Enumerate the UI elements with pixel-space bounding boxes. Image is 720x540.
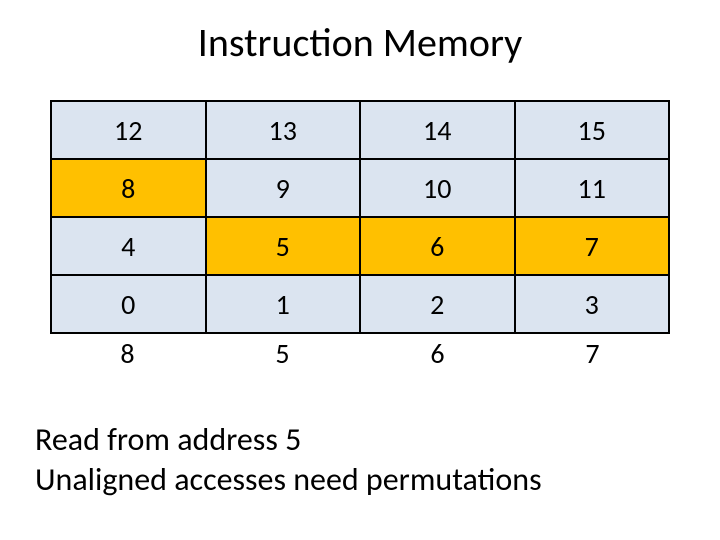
memory-cell: 13: [206, 101, 361, 159]
memory-cell: 12: [51, 101, 206, 159]
memory-cell: 2: [360, 275, 515, 333]
memory-cell: 4: [51, 217, 206, 275]
bottom-label: 7: [515, 336, 670, 371]
bottom-labels-row: 8 5 6 7: [50, 336, 670, 371]
caption-line-2: Unaligned accesses need permutations: [35, 460, 542, 500]
caption-line-1: Read from address 5: [35, 420, 542, 460]
table-row: 8 9 10 11: [51, 159, 669, 217]
table-row: 4 5 6 7: [51, 217, 669, 275]
bottom-label: 5: [205, 336, 360, 371]
memory-table: 12 13 14 15 8 9 10 11 4 5 6 7 0 1 2 3: [50, 100, 670, 334]
memory-cell-highlighted: 7: [515, 217, 670, 275]
memory-cell: 9: [206, 159, 361, 217]
memory-cell: 11: [515, 159, 670, 217]
memory-cell-highlighted: 8: [51, 159, 206, 217]
bottom-label: 8: [50, 336, 205, 371]
memory-cell-highlighted: 6: [360, 217, 515, 275]
caption: Read from address 5 Unaligned accesses n…: [35, 420, 542, 500]
table-row: 12 13 14 15: [51, 101, 669, 159]
slide-title: Instruction Memory: [0, 18, 720, 67]
memory-cell: 0: [51, 275, 206, 333]
memory-cell: 15: [515, 101, 670, 159]
memory-cell-highlighted: 5: [206, 217, 361, 275]
memory-cell: 14: [360, 101, 515, 159]
memory-cell: 10: [360, 159, 515, 217]
slide: Instruction Memory 12 13 14 15 8 9 10 11…: [0, 0, 720, 540]
bottom-label: 6: [360, 336, 515, 371]
memory-cell: 3: [515, 275, 670, 333]
memory-table-container: 12 13 14 15 8 9 10 11 4 5 6 7 0 1 2 3: [50, 100, 670, 371]
memory-cell: 1: [206, 275, 361, 333]
table-row: 0 1 2 3: [51, 275, 669, 333]
